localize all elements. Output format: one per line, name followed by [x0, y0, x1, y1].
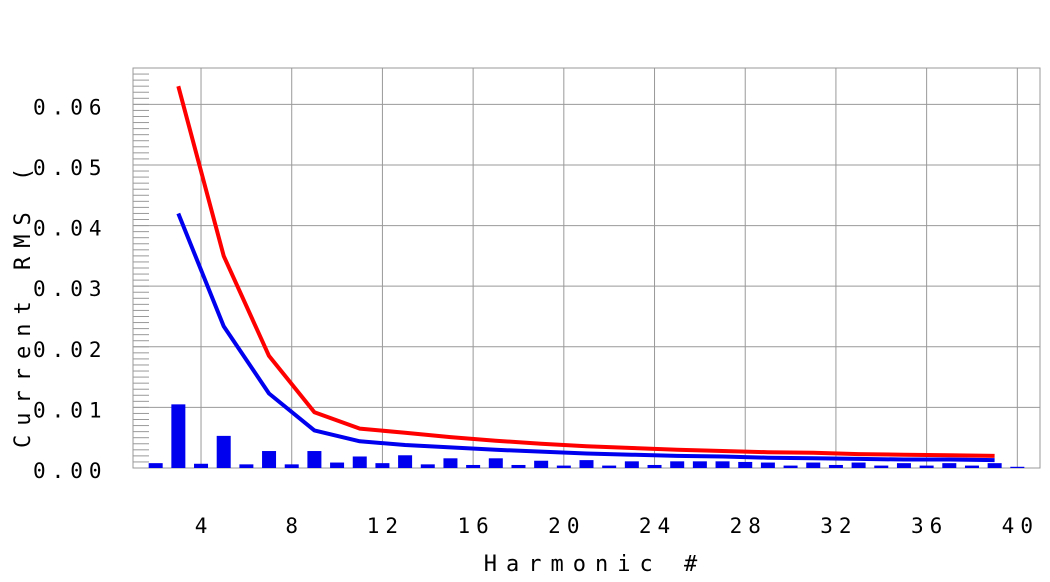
harmonic-bar — [216, 435, 231, 468]
harmonic-bar — [760, 462, 775, 468]
harmonic-bar — [511, 464, 526, 468]
plot-frame — [132, 67, 1041, 469]
y-tick-label: 0.06 — [33, 95, 108, 119]
y-tick-label: 0.00 — [33, 459, 108, 483]
harmonic-bar — [715, 461, 730, 468]
x-tick-label: 24 — [639, 514, 676, 538]
harmonic-bar — [443, 458, 458, 468]
harmonic-bar — [647, 464, 662, 468]
harmonic-bar — [556, 465, 571, 468]
x-tick-label: 36 — [911, 514, 948, 538]
harmonic-bar — [964, 465, 979, 468]
harmonic-bar — [375, 463, 390, 468]
harmonic-bar — [171, 404, 186, 468]
harmonic-bar — [262, 451, 277, 468]
harmonic-bar — [284, 464, 299, 468]
harmonic-bar — [534, 460, 549, 468]
harmonic-bar — [987, 463, 1002, 468]
harmonic-bar — [1010, 466, 1025, 468]
x-tick-label: 20 — [548, 514, 585, 538]
harmonic-bar — [194, 463, 209, 468]
harmonic-bar — [466, 464, 481, 468]
series-line-2 — [176, 212, 995, 463]
harmonic-bar — [420, 464, 435, 468]
x-tick-label: 40 — [1002, 514, 1039, 538]
x-tick-label: 28 — [730, 514, 767, 538]
harmonic-bar — [624, 461, 639, 468]
harmonic-bar — [919, 465, 934, 468]
harmonic-bar — [352, 456, 367, 468]
harmonic-bar — [488, 458, 503, 468]
y-tick-label: 0.01 — [33, 398, 108, 422]
harmonic-bar — [602, 465, 617, 468]
harmonic-bar — [670, 461, 685, 468]
harmonic-bar — [239, 464, 254, 468]
harmonic-bar — [896, 463, 911, 468]
y-axis-title: Current RMS ( — [11, 159, 36, 448]
harmonic-bar — [692, 461, 707, 468]
series-line-1 — [176, 85, 995, 458]
grid — [132, 67, 1041, 469]
harmonic-bar — [330, 462, 345, 468]
x-tick-label: 4 — [195, 514, 214, 538]
x-tick-label: 32 — [820, 514, 857, 538]
limit-lines — [176, 85, 995, 463]
x-tick-label: 8 — [285, 514, 304, 538]
harmonic-bar — [398, 455, 413, 468]
harmonic-bar — [828, 464, 843, 468]
x-tick-label: 12 — [367, 514, 404, 538]
harmonic-bar — [307, 451, 322, 468]
x-axis-ticks: 4 8 12 16 20 24 28 32 36 40 — [195, 514, 1039, 538]
y-tick-label: 0.04 — [33, 217, 108, 241]
harmonic-bar — [579, 460, 594, 468]
y-tick-label: 0.05 — [33, 156, 108, 180]
harmonic-bar — [942, 463, 957, 468]
harmonic-bar — [851, 462, 866, 468]
harmonic-bar — [874, 465, 889, 468]
x-axis-title: Harmonic # — [484, 552, 706, 577]
harmonic-bars — [148, 404, 1025, 468]
harmonic-bar — [148, 463, 163, 468]
x-tick-label: 16 — [457, 514, 494, 538]
harmonic-bar — [783, 465, 798, 468]
harmonic-bar — [738, 461, 753, 468]
y-tick-label: 0.02 — [33, 338, 108, 362]
y-tick-label: 0.03 — [33, 277, 108, 301]
harmonic-bar — [806, 462, 821, 468]
y-axis-ticks: 0.00 0.01 0.02 0.03 0.04 0.05 0.06 — [33, 95, 108, 483]
